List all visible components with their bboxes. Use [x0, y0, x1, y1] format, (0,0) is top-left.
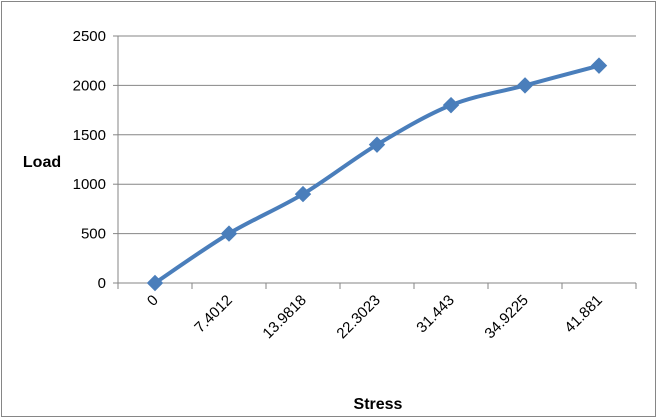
x-tick-label: 22.3023	[333, 292, 383, 342]
x-tick-label: 34.9225	[481, 292, 531, 342]
data-point-7.4012	[220, 225, 238, 242]
axes	[113, 35, 637, 289]
data-point-13.9818	[294, 185, 312, 203]
y-tick-label: 500	[81, 226, 106, 243]
gridlines	[118, 35, 636, 235]
y-axis-title: Load	[23, 154, 61, 171]
y-tick-label: 1500	[73, 127, 106, 144]
y-tick-label: 2500	[73, 28, 106, 45]
x-tick-label: 7.4012	[191, 292, 235, 336]
series	[146, 57, 608, 292]
data-point-0	[146, 274, 164, 292]
data-point-41.881	[590, 57, 608, 74]
x-tick-label: 13.9818	[259, 292, 309, 342]
data-point-22.3023	[368, 136, 386, 153]
x-tick-label: 0	[144, 292, 162, 310]
y-tick-label: 2000	[73, 77, 106, 94]
series-line-0	[153, 63, 601, 285]
x-axis-title: Stress	[354, 396, 403, 413]
x-tick-label: 41.881	[561, 292, 605, 336]
x-tick-label: 31.443	[413, 292, 457, 336]
y-tick-label: 1000	[73, 176, 106, 193]
x-tick-labels: 0 7.4012 13.9818 22.3023 31.443 34.9225 41.881	[144, 292, 606, 342]
data-point-34.9225	[516, 77, 534, 94]
data-point-31.443	[442, 96, 460, 114]
y-tick-labels: 0 500 1000 1500 2000 2500	[73, 28, 106, 292]
y-tick-label: 0	[98, 275, 106, 292]
